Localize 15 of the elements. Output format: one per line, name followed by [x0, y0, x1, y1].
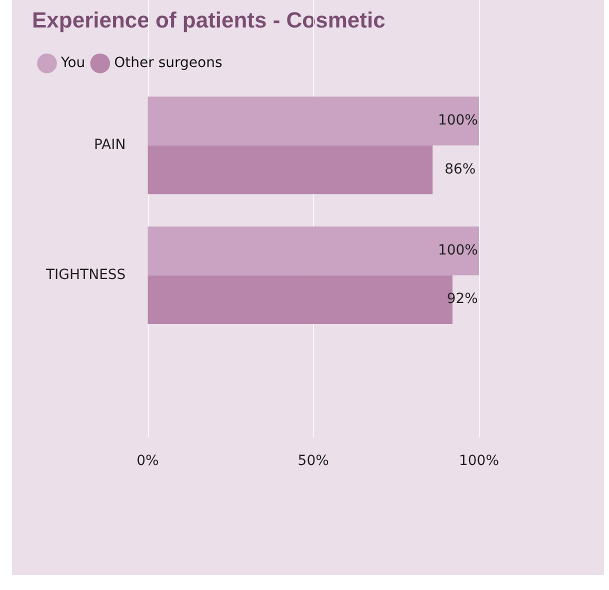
data-label: 92% — [446, 291, 478, 308]
chart-title: Experience of patients - Cosmetic — [32, 7, 386, 32]
x-tick-label: 100% — [458, 453, 500, 470]
y-tick-label: PAIN — [94, 136, 126, 153]
data-label: 86% — [444, 161, 476, 178]
x-tick-label: 50% — [298, 453, 329, 470]
x-tick-label: 0% — [136, 453, 159, 470]
data-label: 100% — [438, 242, 478, 259]
bar — [148, 145, 433, 194]
data-label: 100% — [438, 112, 478, 129]
bar — [148, 226, 479, 276]
y-tick-label: TIGHTNESS — [44, 266, 126, 283]
legend-label: Other surgeons — [114, 55, 222, 72]
bar — [148, 96, 479, 146]
legend-label: You — [60, 55, 86, 72]
